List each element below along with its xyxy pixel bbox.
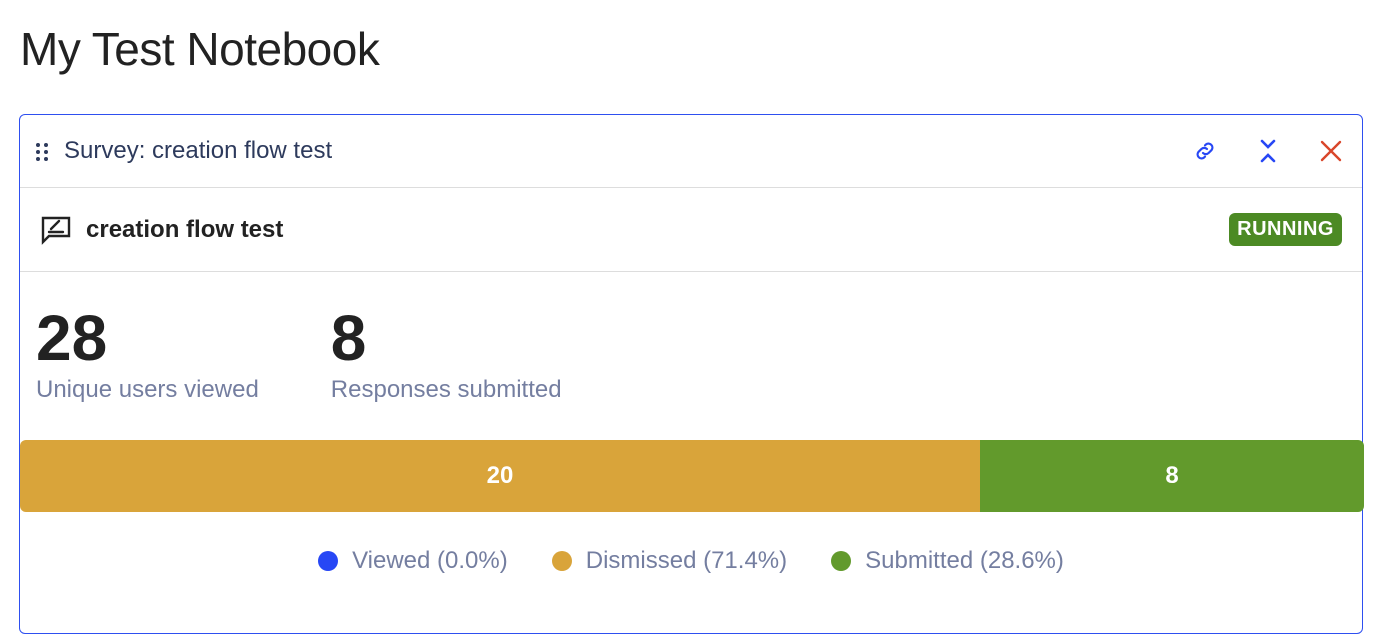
link-icon [1196,142,1214,160]
stat-value: 28 [36,302,108,374]
close-button[interactable] [1316,136,1346,166]
survey-card: Survey: creation flow test creation flow… [19,114,1364,634]
survey-name: creation flow test [86,215,284,243]
legend: Viewed (0.0%) Dismissed (71.4%) Submitte… [20,547,1362,575]
legend-dot [318,551,339,571]
link-button[interactable] [1190,136,1220,166]
stat-value: 8 [330,302,367,374]
stat-label: Unique users viewed [36,376,259,403]
response-bar: 20 8 [20,440,1364,512]
card-header: Survey: creation flow test [20,115,1362,188]
card-title: Survey: creation flow test [64,137,333,164]
stat-unique-users: 28 Unique users viewed [36,306,259,407]
survey-summary-row: creation flow test RUNNING [20,188,1362,272]
stat-responses: 8 Responses submitted [331,306,562,407]
status-badge: RUNNING [1229,213,1342,246]
survey-icon [41,216,71,245]
collapse-button[interactable] [1253,136,1283,166]
bar-segment-submitted: 8 [980,440,1364,512]
page-title: My Test Notebook [20,23,380,75]
legend-dot [831,551,852,571]
legend-label: Submitted (28.6%) [865,547,1064,574]
stats: 28 Unique users viewed 8 Responses submi… [20,272,1362,407]
close-icon [1320,140,1342,162]
legend-dot [551,551,572,571]
legend-label: Dismissed (71.4%) [585,547,788,574]
legend-item-submitted: Submitted (28.6%) [831,547,1064,575]
collapse-icon [1260,139,1276,163]
legend-item-viewed: Viewed (0.0%) [318,547,508,575]
stat-label: Responses submitted [330,376,562,403]
bar-segment-dismissed: 20 [20,440,980,512]
drag-handle-icon[interactable] [36,143,48,161]
legend-label: Viewed (0.0%) [352,547,508,574]
legend-item-dismissed: Dismissed (71.4%) [551,547,788,575]
